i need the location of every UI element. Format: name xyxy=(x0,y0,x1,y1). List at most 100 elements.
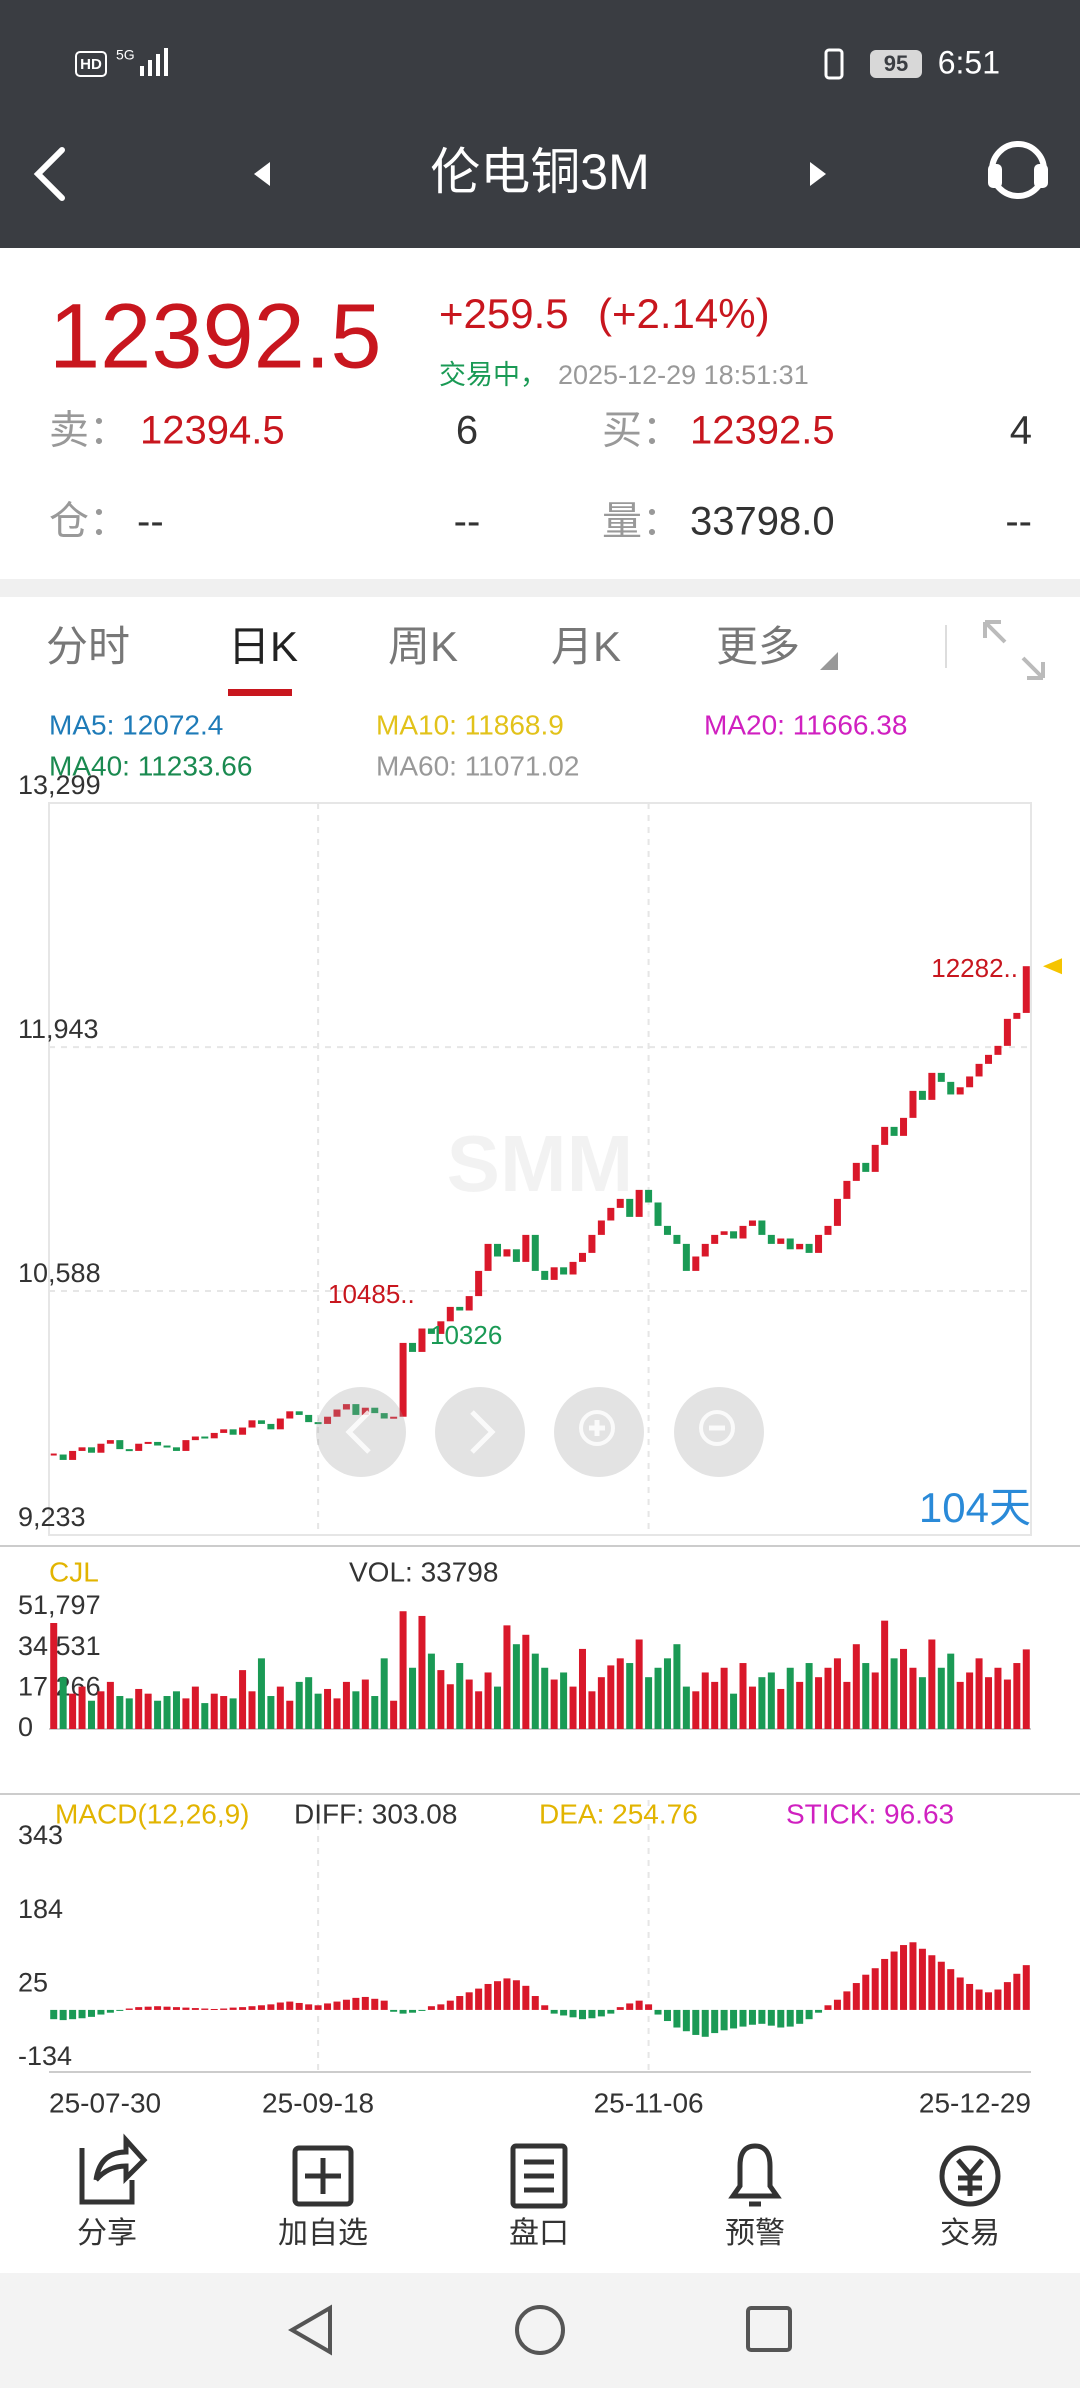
y-tick-label: 184 xyxy=(18,1894,63,1924)
annotation: 10326 xyxy=(430,1320,502,1350)
candle xyxy=(456,1306,464,1311)
macd-stick xyxy=(560,2009,568,2016)
macd-stick xyxy=(815,2009,823,2013)
macd-stick xyxy=(1013,1973,1021,2010)
candle xyxy=(777,1238,785,1244)
y-tick-label: 0 xyxy=(18,1712,33,1742)
chart-control[interactable] xyxy=(435,1387,525,1477)
expand-button[interactable] xyxy=(983,620,1045,680)
candle xyxy=(172,1447,180,1451)
candle xyxy=(484,1243,492,1271)
macd-stick xyxy=(69,2009,77,2020)
nav-home[interactable] xyxy=(515,2305,565,2355)
trade-icon[interactable] xyxy=(939,2145,1001,2207)
tab[interactable]: 更多 xyxy=(716,623,800,670)
candle xyxy=(494,1243,502,1257)
volume-bar xyxy=(220,1696,228,1729)
tab[interactable]: 月K xyxy=(551,623,621,670)
ma-legend: MA10: 11868.9 xyxy=(376,709,564,740)
volume-bar xyxy=(125,1698,133,1729)
volume-bar xyxy=(824,1667,832,1729)
macd-stick xyxy=(409,2009,417,2013)
volume-bar xyxy=(380,1658,388,1729)
macd-stick xyxy=(305,2004,313,2010)
toolbar-label[interactable]: 盘口 xyxy=(509,2217,569,2250)
volume-bar xyxy=(267,1696,275,1729)
volume-bar xyxy=(97,1691,105,1729)
tab[interactable]: 分时 xyxy=(46,623,130,670)
candle xyxy=(286,1411,294,1419)
volume-bar xyxy=(59,1677,67,1729)
volume-bar xyxy=(748,1686,756,1729)
last-price-marker xyxy=(1043,958,1062,975)
candle xyxy=(692,1256,700,1271)
nav-recent[interactable] xyxy=(746,2306,792,2352)
volume-bar xyxy=(427,1653,435,1729)
change: +259.5 xyxy=(439,290,569,337)
macd-stick xyxy=(182,2007,190,2010)
volume-bar xyxy=(947,1653,955,1729)
candle xyxy=(305,1414,313,1423)
toolbar-label[interactable]: 分享 xyxy=(77,2217,137,2250)
candle xyxy=(635,1189,643,1217)
macd-stick xyxy=(512,1980,520,2010)
macd-stick xyxy=(909,1942,917,2010)
toolbar-label[interactable]: 预警 xyxy=(725,2217,785,2250)
macd-stick xyxy=(465,1992,473,2010)
macd-stick xyxy=(239,2007,247,2010)
volume-bar xyxy=(966,1672,974,1729)
panel-subtitle: VOL: 33798 xyxy=(349,1556,498,1587)
last-price: 12392.5 xyxy=(49,285,382,387)
candle xyxy=(607,1207,615,1221)
macd-stick xyxy=(833,1999,841,2010)
volume-bar xyxy=(531,1653,539,1729)
candle xyxy=(446,1306,454,1322)
volume-bar xyxy=(1022,1649,1030,1729)
next-contract[interactable] xyxy=(810,162,826,186)
toolbar-label[interactable]: 加自选 xyxy=(278,2217,368,2250)
candle xyxy=(947,1081,955,1095)
volume-bar xyxy=(342,1681,350,1729)
candle xyxy=(994,1045,1002,1055)
macd-stick xyxy=(956,1977,964,2010)
volume-bar xyxy=(645,1677,653,1729)
macd-stick xyxy=(805,2009,813,2020)
nav-back[interactable] xyxy=(288,2304,332,2356)
macd-stick xyxy=(324,2003,332,2010)
tab[interactable]: 周K xyxy=(388,623,458,670)
macd-stick xyxy=(786,2009,794,2027)
macd-stick xyxy=(701,2009,709,2037)
alert-icon[interactable] xyxy=(728,2143,782,2207)
candle xyxy=(380,1413,388,1419)
back-button[interactable] xyxy=(33,147,65,201)
volume-bar xyxy=(484,1672,492,1729)
battery-level: 95 xyxy=(884,51,908,76)
candle xyxy=(739,1225,747,1239)
macd-stick xyxy=(569,2009,577,2018)
volume-bar xyxy=(163,1696,171,1729)
volume-bar xyxy=(418,1615,426,1729)
macd-stick xyxy=(135,2007,143,2010)
prev-contract[interactable] xyxy=(254,162,270,186)
add-icon[interactable] xyxy=(292,2145,354,2207)
chart-control[interactable] xyxy=(316,1387,406,1477)
service-button[interactable] xyxy=(988,141,1048,199)
macd-stick xyxy=(106,2009,114,2013)
chart-control[interactable] xyxy=(674,1387,764,1477)
toolbar-label[interactable]: 交易 xyxy=(940,2217,1000,2250)
macd-stick xyxy=(522,1985,530,2010)
volume-bar xyxy=(201,1703,209,1729)
volume-bar xyxy=(314,1693,322,1729)
share-icon[interactable] xyxy=(79,2133,148,2205)
candle xyxy=(465,1296,473,1311)
legend-entry: DEA: 254.76 xyxy=(539,1798,698,1829)
macd-stick xyxy=(380,2000,388,2010)
tab[interactable]: 日K xyxy=(228,623,298,670)
candle xyxy=(711,1234,719,1244)
x-tick-label: 25-11-06 xyxy=(594,2087,704,2118)
volume-bar xyxy=(909,1667,917,1729)
candle xyxy=(503,1249,511,1257)
macd-stick xyxy=(144,2006,152,2010)
depth-icon[interactable] xyxy=(510,2143,568,2209)
candle xyxy=(900,1117,908,1136)
